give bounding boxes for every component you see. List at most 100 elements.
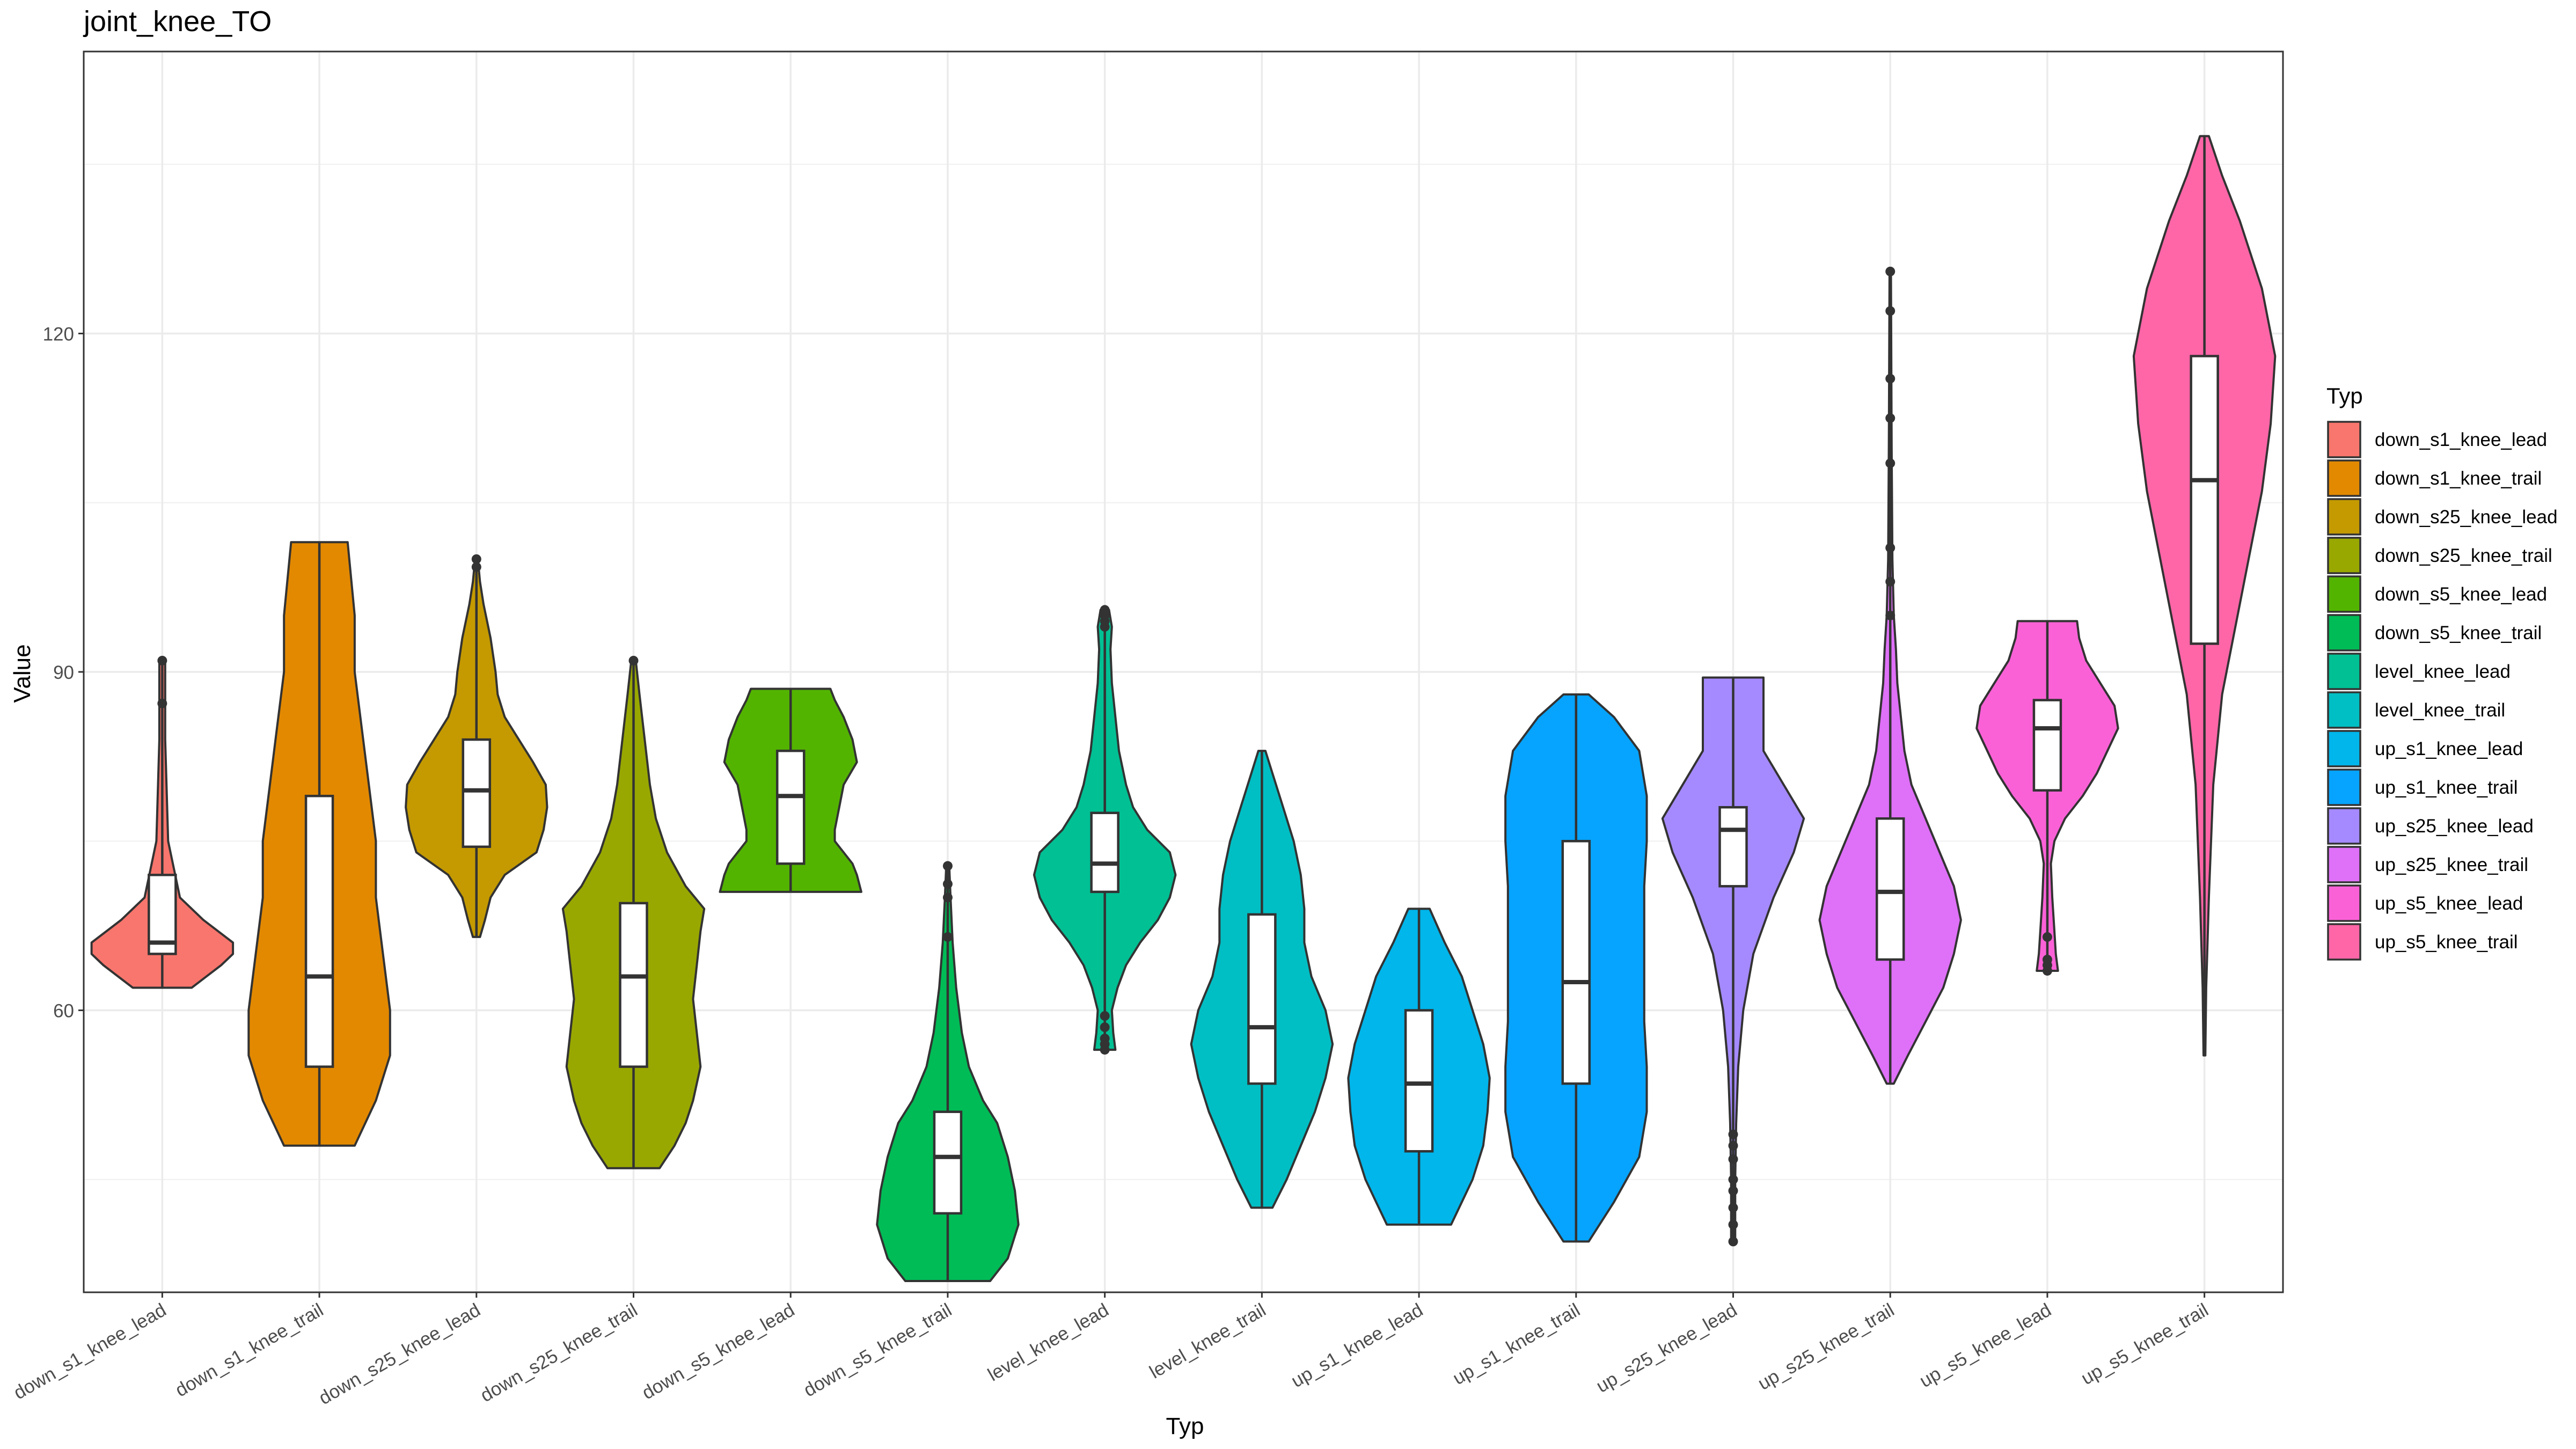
violin-up_s25_knee_lead	[1661, 676, 1805, 1247]
box	[1875, 817, 1905, 961]
legend-swatch	[2327, 730, 2361, 767]
legend-swatch	[2327, 884, 2361, 922]
x-tick-label: up_s5_knee_trail	[2077, 1299, 2212, 1389]
legend-label: down_s5_knee_lead	[2375, 584, 2547, 605]
legend-item-up_s25_knee_trail: up_s25_knee_trail	[2326, 845, 2528, 884]
violin-up_s5_knee_trail	[2132, 135, 2277, 1057]
legend-swatch	[2327, 537, 2361, 574]
box	[2032, 699, 2062, 792]
legend-item-level_knee_lead: level_knee_lead	[2326, 652, 2511, 691]
box	[304, 794, 334, 1068]
box	[2190, 355, 2219, 645]
outlier-point	[1728, 1154, 1738, 1164]
outlier-point	[628, 655, 639, 665]
outlier-point	[2042, 932, 2052, 942]
x-tick-label: up_s1_knee_trail	[1449, 1299, 1583, 1389]
box	[775, 749, 806, 865]
legend-swatch	[2327, 846, 2361, 883]
outlier-point	[942, 892, 953, 903]
outlier-point	[2042, 954, 2052, 964]
x-tick-label: up_s25_knee_trail	[1754, 1299, 1898, 1394]
legend-item-up_s1_knee_lead: up_s1_knee_lead	[2326, 729, 2523, 768]
outlier-point	[1100, 1011, 1110, 1021]
plot-panel	[83, 50, 2284, 1293]
legend-label: level_knee_trail	[2375, 700, 2505, 721]
box	[1718, 806, 1748, 888]
y-tick-label: 90	[53, 662, 74, 683]
x-axis-title: Typ	[1166, 1413, 1204, 1439]
legend-label: up_s25_knee_trail	[2375, 854, 2528, 875]
x-tick-label: down_s25_knee_lead	[315, 1299, 484, 1409]
violin-up_s5_knee_lead	[1975, 620, 2119, 976]
legend-label: down_s5_knee_trail	[2375, 623, 2542, 643]
outlier-point	[1728, 1185, 1738, 1196]
outlier-point	[1885, 610, 1896, 620]
outlier-point	[1885, 306, 1896, 316]
x-tick-label: down_s25_knee_trail	[477, 1299, 641, 1406]
outlier-point	[942, 932, 953, 942]
violin-up_s1_knee_trail	[1504, 693, 1648, 1243]
legend-label: down_s1_knee_trail	[2375, 468, 2542, 489]
outlier-point	[1728, 1129, 1738, 1139]
x-tick-label: down_s1_knee_trail	[172, 1299, 327, 1401]
legend-swatch	[2327, 769, 2361, 806]
violin-up_s25_knee_trail	[1818, 266, 1962, 1085]
legend-item-up_s5_knee_lead: up_s5_knee_lead	[2326, 884, 2523, 923]
y-axis-title: Value	[9, 644, 35, 702]
x-tick-label: up_s5_knee_lead	[1916, 1299, 2055, 1392]
violin-level_knee_lead	[1033, 605, 1177, 1055]
legend-swatch	[2327, 498, 2361, 536]
legend-swatch	[2327, 421, 2361, 458]
legend-item-up_s5_knee_trail: up_s5_knee_trail	[2326, 923, 2518, 961]
x-tick-label: down_s1_knee_lead	[10, 1299, 170, 1403]
legend-swatch	[2327, 807, 2361, 845]
x-tick-label: down_s5_knee_lead	[639, 1299, 799, 1403]
outlier-point	[1885, 576, 1896, 587]
legend-item-level_knee_trail: level_knee_trail	[2326, 691, 2505, 729]
outlier-point	[1100, 605, 1110, 615]
chart-title: joint_knee_TO	[83, 5, 272, 38]
legend-item-down_s5_knee_lead: down_s5_knee_lead	[2326, 575, 2547, 613]
legend-title: Typ	[2326, 383, 2363, 408]
outlier-point	[1885, 374, 1896, 384]
x-tick-label: up_s1_knee_lead	[1287, 1299, 1426, 1392]
outlier-point	[1885, 266, 1896, 276]
y-tick-label: 120	[43, 324, 74, 345]
box	[462, 738, 492, 848]
legend-label: down_s1_knee_lead	[2375, 429, 2547, 450]
legend-item-down_s25_knee_trail: down_s25_knee_trail	[2326, 536, 2552, 575]
violin-down_s5_knee_lead	[719, 687, 862, 893]
legend-swatch	[2327, 575, 2361, 613]
legend-label: level_knee_lead	[2375, 661, 2511, 682]
y-axis: 60 90 120	[43, 324, 84, 1022]
legend-label: up_s5_knee_lead	[2375, 893, 2523, 914]
y-tick-label: 60	[53, 1001, 74, 1022]
legend: Typ down_s1_knee_lead down_s1_knee_traild…	[2326, 383, 2558, 961]
x-tick-label: level_knee_trail	[1146, 1299, 1269, 1382]
outlier-point	[1885, 458, 1896, 469]
legend-swatch	[2327, 653, 2361, 690]
box	[619, 902, 648, 1068]
box	[1404, 1009, 1434, 1153]
violin-down_s25_knee_lead	[405, 554, 548, 938]
outlier-point	[1728, 1140, 1738, 1151]
violin-down_s5_knee_trail	[876, 861, 1020, 1282]
legend-label: down_s25_knee_lead	[2375, 507, 2558, 528]
legend-label: down_s25_knee_trail	[2375, 545, 2552, 566]
outlier-point	[942, 879, 953, 889]
box	[1561, 840, 1591, 1085]
violin-up_s1_knee_lead	[1347, 908, 1491, 1226]
violin-down_s25_knee_trail	[561, 655, 706, 1169]
outlier-point	[1728, 1236, 1738, 1247]
violin-down_s1_knee_lead	[90, 655, 235, 989]
legend-swatch	[2327, 923, 2361, 961]
legend-swatch	[2327, 459, 2361, 497]
x-tick-label: level_knee_lead	[984, 1299, 1113, 1385]
box	[1090, 811, 1119, 894]
legend-item-up_s25_knee_lead: up_s25_knee_lead	[2326, 807, 2534, 845]
legend-item-down_s25_knee_lead: down_s25_knee_lead	[2326, 497, 2558, 536]
x-tick-label: up_s25_knee_lead	[1593, 1299, 1741, 1397]
x-axis: down_s1_knee_lead down_s1_knee_traildown_…	[10, 1292, 2212, 1409]
outlier-point	[1728, 1219, 1738, 1230]
